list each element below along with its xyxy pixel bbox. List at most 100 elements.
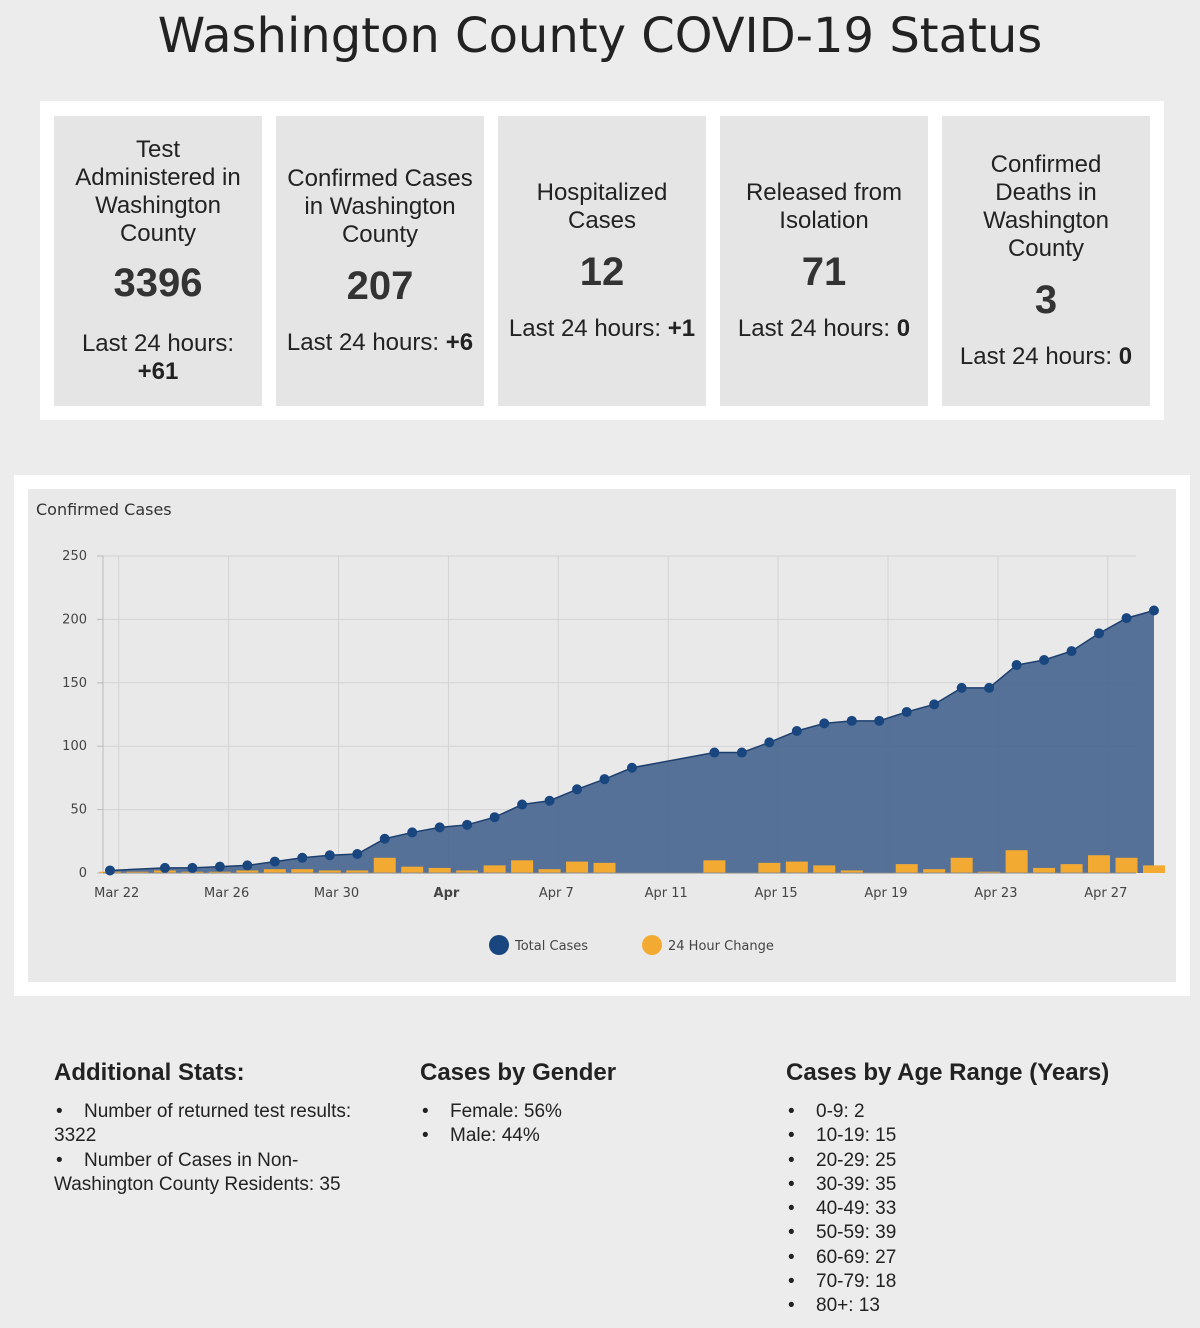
x-tick-label: Apr [434,886,460,901]
y-tick-label: 250 [62,549,87,564]
list-item: • 30-39: 35 [786,1173,1186,1197]
total-cases-point [626,762,637,773]
total-cases-point [599,774,610,785]
total-cases-point [1066,646,1077,657]
stat-card-deaths: Confirmed Deaths in Washington County 3 … [942,116,1150,406]
change-bar [263,869,286,873]
total-cases-point [764,737,775,748]
list-item: • Female: 56% [420,1100,740,1124]
y-tick-label: 150 [62,676,87,691]
stat-change-prefix: Last 24 hours: [81,330,235,357]
list-item-text: Number of Cases in Non-Washington County… [54,1149,341,1195]
change-bar [428,867,451,873]
x-tick-label: Mar 26 [204,886,249,901]
x-tick-label: Apr 11 [645,886,688,901]
stat-change: Last 24 hours: +1 [509,315,695,343]
stat-change-value: +6 [445,329,474,356]
stat-change: Last 24 hours: 0 [738,315,910,343]
x-tick-label: Apr 15 [755,886,798,901]
change-bar [895,864,918,873]
stat-value: 71 [801,250,847,294]
legend-total-cases-icon [489,935,509,955]
change-bar [758,862,781,873]
additional-stats-heading: Additional Stats: [54,1059,245,1086]
page-title: Washington County COVID-19 Status [157,8,1043,64]
list-item: • 80+: 13 [786,1294,1186,1318]
stat-change-value: 0 [1118,343,1133,370]
bullet-icon: • [788,1125,795,1147]
confirmed-cases-chart: Confirmed Cases 0 50 100 150 200 250 Mar 22 Mar … [28,489,1176,982]
change-bar [1142,865,1165,873]
x-tick-label: Apr 27 [1084,886,1127,901]
total-cases-point [434,822,445,833]
list-item-text: 20-29: 25 [816,1149,897,1171]
chart-panel: Confirmed Cases 0 50 100 150 200 250 Mar 22 Mar … [14,475,1190,996]
list-item: • 40-49: 33 [786,1197,1186,1221]
total-cases-point [187,862,198,873]
list-item-text: 30-39: 35 [816,1173,897,1195]
bullet-icon: • [788,1173,795,1195]
change-bar [1088,855,1111,873]
total-cases-point [929,699,940,710]
age-heading: Cases by Age Range (Years) [786,1059,1110,1086]
list-item-text: Number of returned test results: 3322 [54,1101,352,1147]
stat-change: Last 24 hours: 0 [960,343,1132,371]
bullet-icon: • [788,1295,795,1317]
list-item: • 60-69: 27 [786,1246,1186,1270]
change-bar [1033,867,1056,873]
bullet-icon: • [56,1149,63,1171]
total-cases-point [791,725,802,736]
age-list: • 0-9: 2 • 10-19: 15 • 20-29: 25 • 30-39: 35… [786,1100,1186,1319]
change-bar [593,862,616,873]
list-item-text: 50-59: 39 [816,1222,897,1244]
list-item: • Male: 44% [420,1124,740,1148]
bullet-icon: • [788,1101,795,1122]
change-bar [840,870,863,873]
change-bar [126,871,149,873]
total-cases-point [736,747,747,758]
bullet-icon: • [56,1101,63,1122]
stat-change: Last 24 hours: +61 [82,330,234,386]
total-cases-point [214,861,225,872]
total-cases-point [159,862,170,873]
stat-label: Released from Isolation [745,179,903,234]
total-cases-point [572,784,583,795]
legend-24h-change-label: 24 Hour Change [668,939,774,954]
bullet-icon: • [788,1149,795,1171]
list-item-text: Male: 44% [450,1125,540,1147]
y-tick-label: 50 [70,803,87,818]
total-cases-point [1011,660,1022,671]
x-tick-label: Apr 19 [864,886,907,901]
total-cases-point [1039,654,1050,665]
total-cases-point [407,827,418,838]
total-cases-area [109,610,1154,873]
x-tick-label: Mar 30 [314,886,359,901]
list-item: • 50-59: 39 [786,1221,1186,1245]
stat-change-value: +1 [667,315,696,342]
list-item-text: 40-49: 33 [816,1198,897,1220]
stat-label: Confirmed Deaths in Washington County [983,151,1109,262]
bullet-icon: • [788,1198,795,1220]
change-bar [511,860,534,873]
stat-change-value: 0 [896,315,911,342]
age-section: Cases by Age Range (Years) • 0-9: 2 • 10-1… [786,1058,1186,1319]
change-bar [1005,850,1028,873]
chart-title: Confirmed Cases [36,500,172,519]
total-cases-point [544,795,555,806]
change-bar [456,870,479,873]
change-bar [318,870,341,873]
total-cases-point [324,850,335,861]
gender-heading: Cases by Gender [420,1059,617,1086]
total-cases-point [956,682,967,693]
change-bar [978,871,1001,873]
stat-card-released: Released from Isolation 71 Last 24 hours… [720,116,928,406]
list-item-text: 70-79: 18 [816,1271,897,1293]
stat-value: 207 [346,264,414,308]
change-bar [483,865,506,873]
x-tick-label: Apr 7 [539,886,574,901]
change-bar [566,861,589,873]
y-tick-label: 200 [62,612,87,627]
stat-change-prefix: Last 24 hours: [286,329,440,356]
total-cases-point [462,819,473,830]
total-cases-point [709,747,720,758]
